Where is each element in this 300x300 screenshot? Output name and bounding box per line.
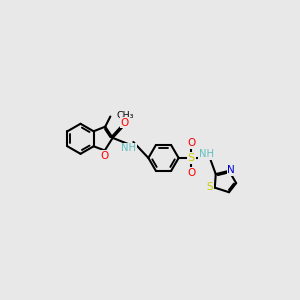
Text: S: S — [207, 182, 214, 192]
Text: O: O — [101, 151, 109, 161]
Text: NH: NH — [121, 143, 136, 154]
Text: CH₃: CH₃ — [117, 111, 134, 120]
Text: O: O — [187, 138, 195, 148]
Text: O: O — [187, 168, 195, 178]
Text: O: O — [121, 118, 129, 128]
Text: NH: NH — [199, 149, 214, 159]
Text: N: N — [227, 165, 235, 175]
Text: S: S — [188, 153, 195, 163]
